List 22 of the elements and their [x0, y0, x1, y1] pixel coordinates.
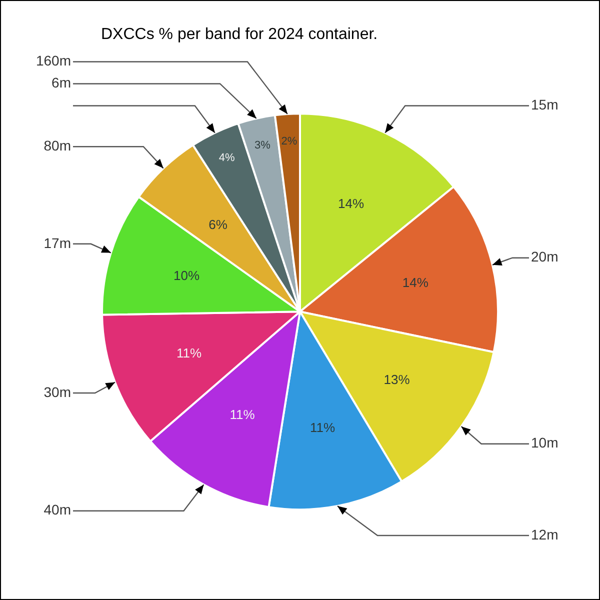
slice-label: 30m [44, 384, 71, 400]
data-label: 11% [230, 406, 256, 422]
data-label: 11% [176, 346, 202, 361]
slice-label: 12m [531, 526, 558, 542]
data-label: 4% [218, 152, 235, 164]
data-label: 3% [254, 140, 271, 152]
chart-title: DXCCs % per band for 2024 container. [101, 26, 378, 44]
slice-label: 15m [531, 96, 558, 113]
slice-label: 10m [531, 434, 558, 451]
data-label: 11% [310, 420, 336, 435]
slice-label: 17m [44, 234, 71, 251]
slice-label: 20m [531, 248, 558, 265]
data-label: 6% [208, 217, 228, 232]
slice-label: 6m [52, 74, 71, 91]
data-label: 10% [174, 268, 200, 283]
data-label: 2% [281, 136, 298, 148]
slice-label: 80m [44, 137, 71, 154]
data-label: 14% [402, 275, 429, 290]
slice-label: 40m [44, 502, 71, 518]
data-label: 13% [384, 372, 410, 388]
slice-label: 160m [36, 52, 71, 69]
data-label: 14% [338, 196, 365, 211]
